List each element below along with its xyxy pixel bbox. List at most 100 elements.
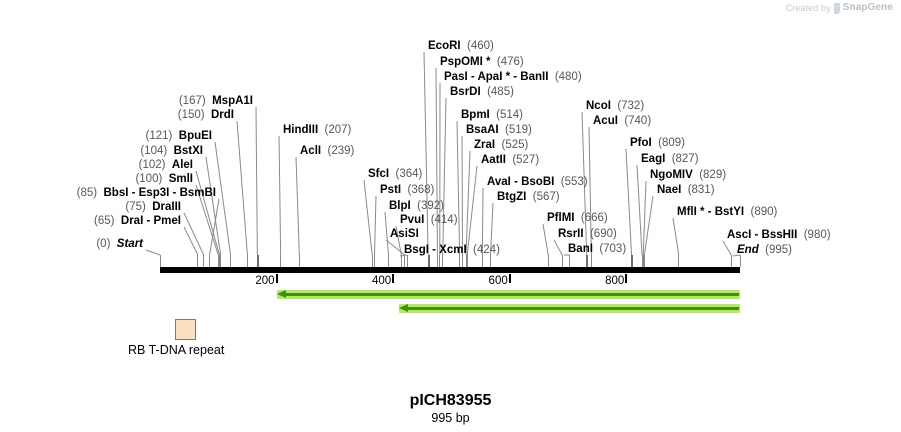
enzyme-names: MflI * - BstYI [677, 206, 744, 218]
enzyme-label-pasi-apai-banii[interactable]: PasI - ApaI * - BanII (480) [444, 71, 582, 84]
enzyme-position: (827) [671, 153, 699, 165]
enzyme-label-mfli-bstyi[interactable]: MflI * - BstYI (890) [677, 206, 777, 219]
enzyme-label-alei[interactable]: (102) AleI [139, 159, 193, 172]
enzyme-names: DraIII [152, 201, 181, 213]
enzyme-position: (414) [430, 214, 458, 226]
enzyme-label-asisi[interactable]: AsiSI [390, 228, 419, 241]
enzyme-label-smli[interactable]: (100) SmlI [135, 173, 193, 186]
enzyme-label-pvui[interactable]: PvuI (414) [400, 214, 458, 227]
enzyme-position: (703) [599, 243, 627, 255]
enzyme-label-psti[interactable]: PstI (368) [380, 184, 434, 197]
enzyme-label-end[interactable]: End (995) [737, 244, 792, 257]
enzyme-names: BpuEI [179, 130, 212, 142]
leader-line-bpmi [456, 120, 461, 256]
enzyme-names: MspA1I [212, 95, 253, 107]
enzyme-label-acui[interactable]: AcuI (740) [593, 115, 651, 128]
enzyme-label-bsgi-xcmi[interactable]: BsgI - XcmI (424) [404, 244, 500, 257]
enzyme-label-bpuei[interactable]: (121) BpuEI [146, 130, 212, 143]
cut-site-tick [220, 255, 222, 267]
enzyme-label-bsrdi[interactable]: BsrDI (485) [450, 86, 514, 99]
cut-site-tick [217, 255, 219, 267]
enzyme-name: BstXI [173, 145, 203, 157]
feature-arrow-2[interactable] [398, 304, 740, 313]
cut-site-tick [481, 255, 483, 267]
enzyme-label-naei[interactable]: NaeI (831) [657, 184, 715, 197]
enzyme-names: NgoMIV [650, 169, 693, 181]
enzyme-label-bbsi-esp3i-bsmbi[interactable]: (85) BbsI - Esp3I - BsmBI [77, 187, 216, 200]
name-separator: - [428, 244, 440, 256]
enzyme-names: PspOMI * [440, 56, 490, 68]
enzyme-name: Esp3I [138, 187, 170, 199]
legend-label: RB T-DNA repeat [128, 343, 225, 357]
enzyme-label-acli[interactable]: AclI (239) [300, 145, 354, 158]
enzyme-names: BpmI [461, 109, 490, 121]
plasmid-size: 995 bp [431, 411, 470, 425]
plasmid-name: pICH83955 [409, 392, 492, 409]
enzyme-name: BsrDI [450, 86, 481, 98]
enzyme-label-bstxi[interactable]: (104) BstXI [140, 145, 203, 158]
name-separator: - [704, 206, 715, 218]
enzyme-label-btgzi[interactable]: BtgZI (567) [497, 191, 560, 204]
enzyme-position: (740) [624, 115, 652, 127]
enzyme-names: AatII [481, 154, 506, 166]
enzyme-position: (207) [324, 124, 352, 136]
enzyme-label-pfoi[interactable]: PfoI (809) [630, 137, 685, 150]
enzyme-label-draiii[interactable]: (75) DraIII [125, 201, 181, 214]
enzyme-name: PspOMI * [440, 56, 491, 68]
enzyme-names: PflMI [547, 212, 574, 224]
enzyme-label-rsrii[interactable]: RsrII (690) [558, 228, 617, 241]
leader-line-eagi [636, 164, 643, 256]
enzyme-names: AcuI [593, 115, 618, 127]
enzyme-label-zrai[interactable]: ZraI (525) [474, 139, 528, 152]
watermark-prefix: Created by [785, 2, 831, 13]
enzyme-label-hindiii[interactable]: HindIII (207) [283, 124, 351, 137]
enzyme-name: BanI [568, 243, 593, 255]
enzyme-names: BtgZI [497, 191, 526, 203]
enzyme-names: BlpI [389, 200, 411, 212]
enzyme-label-sfci[interactable]: SfcI (364) [368, 168, 422, 181]
feature-arrow-1[interactable] [276, 290, 740, 299]
leader-line-asci-bsshii [722, 240, 732, 256]
enzyme-names: BstXI [174, 145, 203, 157]
axis-tick-label: 200 [255, 275, 275, 287]
enzyme-name: BsaAI [466, 124, 499, 136]
leader-line-sfci [363, 179, 373, 256]
watermark-brand: SnapGene [842, 2, 893, 13]
enzyme-position: (519) [505, 124, 532, 136]
enzyme-label-ngomiv[interactable]: NgoMIV (829) [650, 169, 726, 182]
enzyme-name: SfcI [368, 168, 390, 180]
enzyme-label-avai-bsobi[interactable]: AvaI - BsoBI (553) [487, 176, 588, 189]
cut-site-tick [203, 255, 205, 267]
enzyme-name: DraI [120, 215, 144, 227]
cut-site-tick [631, 255, 634, 267]
cut-site-tick [246, 255, 248, 267]
enzyme-label-pflmi[interactable]: PflMI (666) [547, 212, 608, 225]
enzyme-name: Start [116, 238, 143, 250]
enzyme-names: PstI [380, 184, 401, 196]
enzyme-label-start[interactable]: (0) Start [96, 238, 143, 251]
enzyme-name: BsmBI [179, 187, 216, 199]
enzyme-name: AvaI [487, 176, 511, 188]
enzyme-label-drdi[interactable]: (150) DrdI [178, 109, 234, 122]
enzyme-label-bsaai[interactable]: BsaAI (519) [466, 124, 532, 137]
enzyme-label-asci-bsshii[interactable]: AscI - BssHII (980) [727, 229, 831, 242]
cut-site-tick [466, 255, 468, 267]
enzyme-label-aatii[interactable]: AatII (527) [481, 154, 539, 167]
cut-site-tick [230, 255, 232, 267]
enzyme-label-blpi[interactable]: BlpI (392) [389, 200, 444, 213]
enzyme-label-mspa1i[interactable]: (167) MspA1I [179, 95, 253, 108]
enzyme-label-drai-pmei[interactable]: (65) DraI - PmeI [94, 215, 181, 228]
enzyme-label-bani[interactable]: BanI (703) [568, 243, 626, 256]
enzyme-names: DraI - PmeI [121, 215, 181, 227]
leader-line-blpi [384, 211, 390, 256]
legend-swatch [175, 319, 196, 340]
enzyme-label-pspomi[interactable]: PspOMI * (476) [440, 56, 524, 69]
enzyme-label-bpmi[interactable]: BpmI (514) [461, 109, 523, 122]
axis-tick-mark [625, 274, 628, 283]
cut-site-tick [643, 255, 645, 267]
enzyme-label-ecori[interactable]: EcoRI (460) [428, 40, 494, 53]
arrow-head-left-icon [276, 290, 286, 298]
enzyme-label-eagi[interactable]: EagI (827) [641, 153, 699, 166]
enzyme-label-ncoi[interactable]: NcoI (732) [586, 100, 644, 113]
